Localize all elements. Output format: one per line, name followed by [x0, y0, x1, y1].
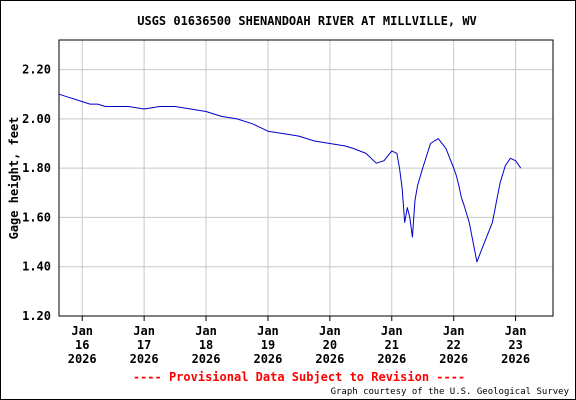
- x-tick-label: 16: [75, 338, 89, 352]
- x-tick-label: 21: [385, 338, 399, 352]
- y-axis-label: Gage height, feet: [7, 117, 21, 240]
- grid-layer: [59, 40, 553, 321]
- x-tick-label: 18: [199, 338, 213, 352]
- x-tick-label: Jan: [505, 324, 527, 338]
- x-tick-label: 2026: [253, 352, 282, 366]
- y-tick-label: 1.80: [22, 161, 51, 175]
- x-tick-label: 20: [323, 338, 337, 352]
- chart-title: USGS 01636500 SHENANDOAH RIVER AT MILLVI…: [137, 14, 477, 28]
- y-tick-label: 2.00: [22, 112, 51, 126]
- y-tick-labels: 1.20 1.40 1.60 1.80 2.00 2.20: [22, 63, 51, 323]
- x-tick-label: 2026: [130, 352, 159, 366]
- plot-border: [58, 39, 554, 317]
- x-tick-label: 2026: [68, 352, 97, 366]
- x-tick-label: 17: [137, 338, 151, 352]
- x-tick-label: 2026: [192, 352, 221, 366]
- y-tick-label: 1.60: [22, 210, 51, 224]
- x-tick-label: 2026: [315, 352, 344, 366]
- x-tick-label: Jan: [257, 324, 279, 338]
- series-layer: [58, 93, 522, 263]
- y-tick-label: 1.20: [22, 309, 51, 323]
- x-tick-label: Jan: [319, 324, 341, 338]
- x-tick-label: Jan: [381, 324, 403, 338]
- credit-note: Graph courtesy of the U.S. Geological Su…: [331, 387, 570, 397]
- x-tick-label: 2026: [377, 352, 406, 366]
- x-tick-label: 2026: [439, 352, 468, 366]
- y-tick-label: 1.40: [22, 260, 51, 274]
- x-tick-label: 23: [508, 338, 522, 352]
- x-tick-label: Jan: [133, 324, 155, 338]
- x-tick-label: Jan: [443, 324, 465, 338]
- y-tick-label: 2.20: [22, 63, 51, 77]
- x-tick-label: 2026: [501, 352, 530, 366]
- provisional-note: ---- Provisional Data Subject to Revisio…: [133, 370, 465, 384]
- x-tick-labels: Jan162026Jan172026Jan182026Jan192026Jan2…: [68, 324, 530, 366]
- x-tick-label: 19: [261, 338, 275, 352]
- series-line-0: [58, 93, 522, 263]
- x-tick-label: Jan: [71, 324, 93, 338]
- x-tick-label: Jan: [195, 324, 217, 338]
- x-tick-label: 22: [446, 338, 460, 352]
